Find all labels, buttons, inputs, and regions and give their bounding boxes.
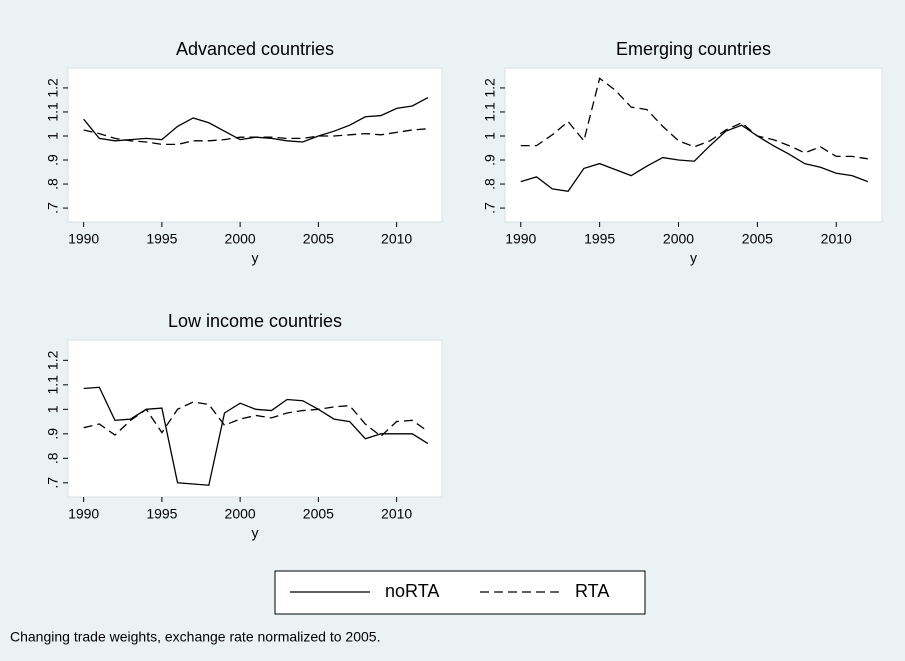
x-tick-label: 2010 bbox=[821, 231, 852, 247]
x-tick-label: 1995 bbox=[584, 231, 615, 247]
x-axis-label: y bbox=[252, 250, 259, 266]
x-tick-label: 2010 bbox=[381, 506, 412, 522]
y-tick-label: 1 bbox=[45, 405, 61, 413]
y-tick-label: .8 bbox=[482, 178, 498, 190]
x-tick-label: 2000 bbox=[225, 506, 256, 522]
legend-label: noRTA bbox=[385, 581, 439, 601]
x-tick-label: 2000 bbox=[225, 231, 256, 247]
y-tick-label: 1.2 bbox=[482, 78, 498, 98]
series-line bbox=[83, 386, 429, 486]
y-tick-label: .7 bbox=[45, 477, 61, 489]
y-tick-label: .7 bbox=[482, 202, 498, 214]
panel-title: Low income countries bbox=[168, 311, 342, 331]
note: Changing trade weights, exchange rate no… bbox=[10, 629, 380, 645]
plot-area bbox=[504, 67, 883, 223]
legend-label: RTA bbox=[575, 581, 609, 601]
y-tick-label: 1 bbox=[482, 132, 498, 140]
series-line bbox=[520, 124, 869, 192]
y-tick-label: 1.2 bbox=[45, 350, 61, 370]
x-tick-label: 2010 bbox=[381, 231, 412, 247]
y-tick-label: 1.1 bbox=[45, 102, 61, 122]
x-tick-label: 2005 bbox=[303, 231, 334, 247]
y-tick-label: .8 bbox=[45, 178, 61, 190]
x-tick-label: 2005 bbox=[303, 506, 334, 522]
series-line bbox=[520, 77, 868, 160]
series-line bbox=[83, 128, 428, 146]
x-tick-label: 1990 bbox=[68, 231, 99, 247]
x-tick-label: 1995 bbox=[146, 231, 177, 247]
y-tick-label: 1.1 bbox=[45, 375, 61, 395]
y-tick-label: 1 bbox=[45, 132, 61, 140]
plot-area bbox=[67, 67, 443, 223]
x-tick-label: 2005 bbox=[742, 231, 773, 247]
x-tick-label: 1990 bbox=[68, 506, 99, 522]
panel-title: Emerging countries bbox=[616, 39, 771, 59]
x-axis-label: y bbox=[690, 250, 697, 266]
y-tick-label: .7 bbox=[45, 202, 61, 214]
y-tick-label: 1.1 bbox=[482, 102, 498, 122]
y-tick-label: .9 bbox=[45, 428, 61, 440]
x-tick-label: 2000 bbox=[663, 231, 694, 247]
panel-title: Advanced countries bbox=[176, 39, 334, 59]
y-tick-label: 1.2 bbox=[45, 78, 61, 98]
y-tick-label: .8 bbox=[45, 452, 61, 464]
plot-area bbox=[67, 339, 443, 498]
legend: noRTA RTA bbox=[274, 570, 646, 615]
x-tick-label: 1995 bbox=[146, 506, 177, 522]
x-tick-label: 1990 bbox=[505, 231, 536, 247]
y-tick-label: .9 bbox=[482, 154, 498, 166]
y-tick-label: .9 bbox=[45, 154, 61, 166]
x-axis-label: y bbox=[252, 525, 259, 541]
